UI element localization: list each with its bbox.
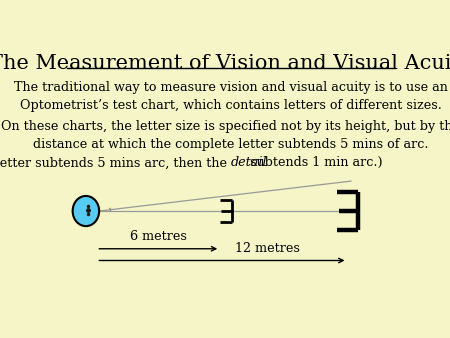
Text: detail: detail [230, 156, 267, 169]
Text: 6 metres: 6 metres [130, 230, 187, 243]
Ellipse shape [72, 196, 99, 226]
Text: (If the letter subtends 5 mins arc, then the: (If the letter subtends 5 mins arc, then… [0, 156, 230, 169]
Text: The Measurement of Vision and Visual Acuity: The Measurement of Vision and Visual Acu… [0, 54, 450, 73]
Text: subtends 1 min arc.): subtends 1 min arc.) [246, 156, 383, 169]
Text: The traditional way to measure vision and visual acuity is to use an
Optometrist: The traditional way to measure vision an… [14, 81, 448, 112]
Text: On these charts, the letter size is specified not by its height, but by the
dist: On these charts, the letter size is spec… [1, 120, 450, 151]
Text: 12 metres: 12 metres [235, 242, 300, 255]
